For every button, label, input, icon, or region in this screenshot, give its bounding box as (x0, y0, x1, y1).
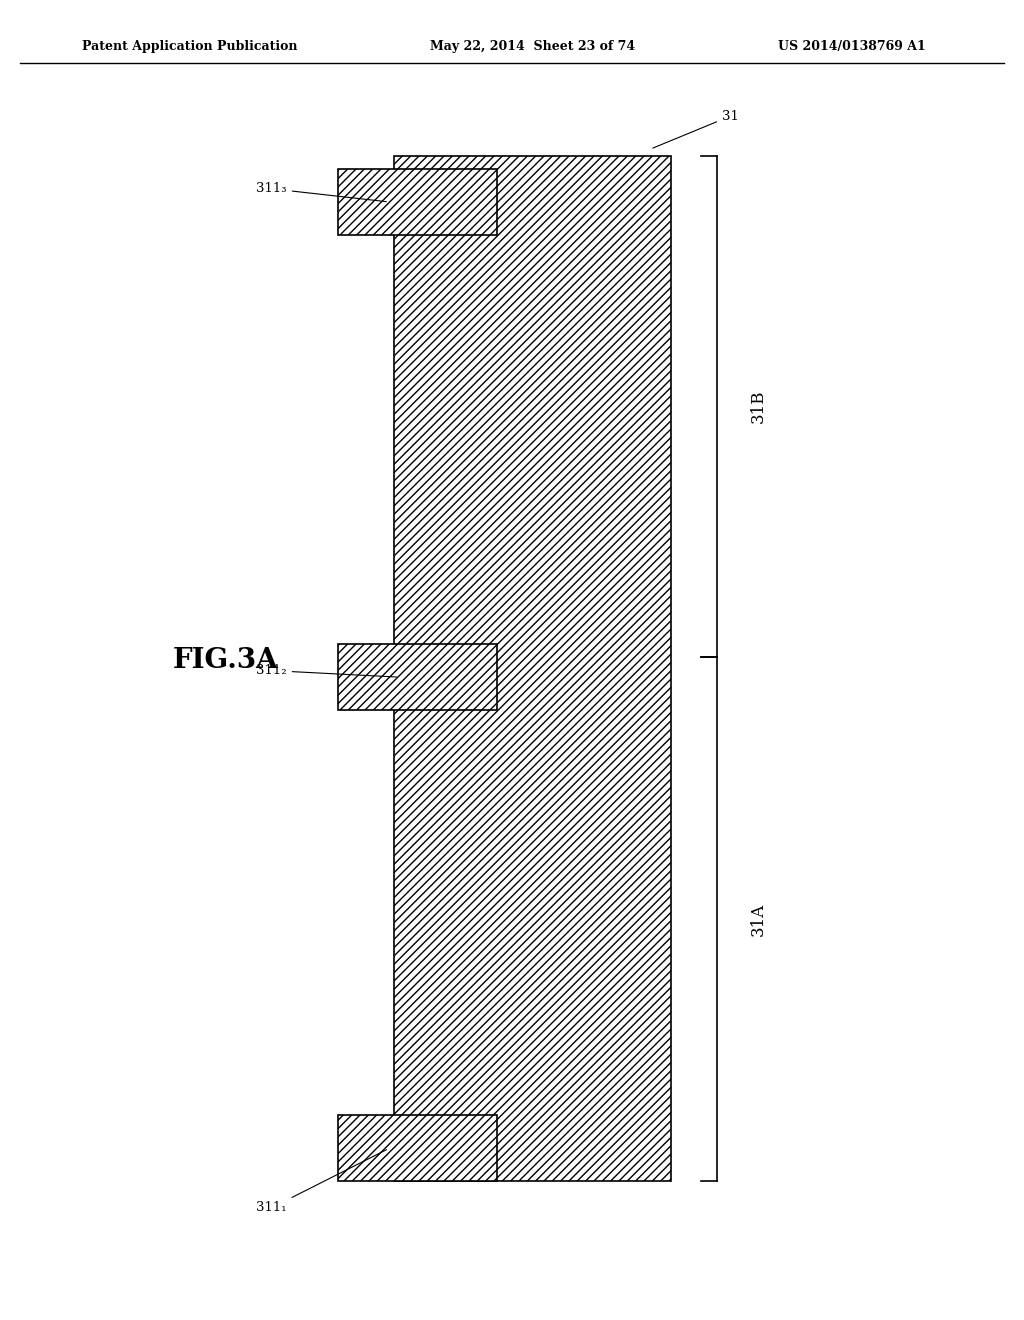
Text: 311₂: 311₂ (256, 664, 396, 677)
Text: 31A: 31A (750, 903, 766, 936)
Bar (338, 644, 497, 710)
Text: Patent Application Publication: Patent Application Publication (82, 40, 297, 53)
Bar (338, 1115, 497, 1181)
Text: 31B: 31B (750, 389, 766, 424)
Text: May 22, 2014  Sheet 23 of 74: May 22, 2014 Sheet 23 of 74 (430, 40, 635, 53)
Text: US 2014/0138769 A1: US 2014/0138769 A1 (778, 40, 926, 53)
Text: FIG.3A: FIG.3A (172, 647, 279, 673)
Text: 311₃: 311₃ (256, 182, 386, 202)
Text: 31: 31 (653, 110, 738, 148)
Bar (338, 169, 497, 235)
Text: 311₁: 311₁ (256, 1150, 387, 1214)
Bar (394, 156, 671, 1181)
